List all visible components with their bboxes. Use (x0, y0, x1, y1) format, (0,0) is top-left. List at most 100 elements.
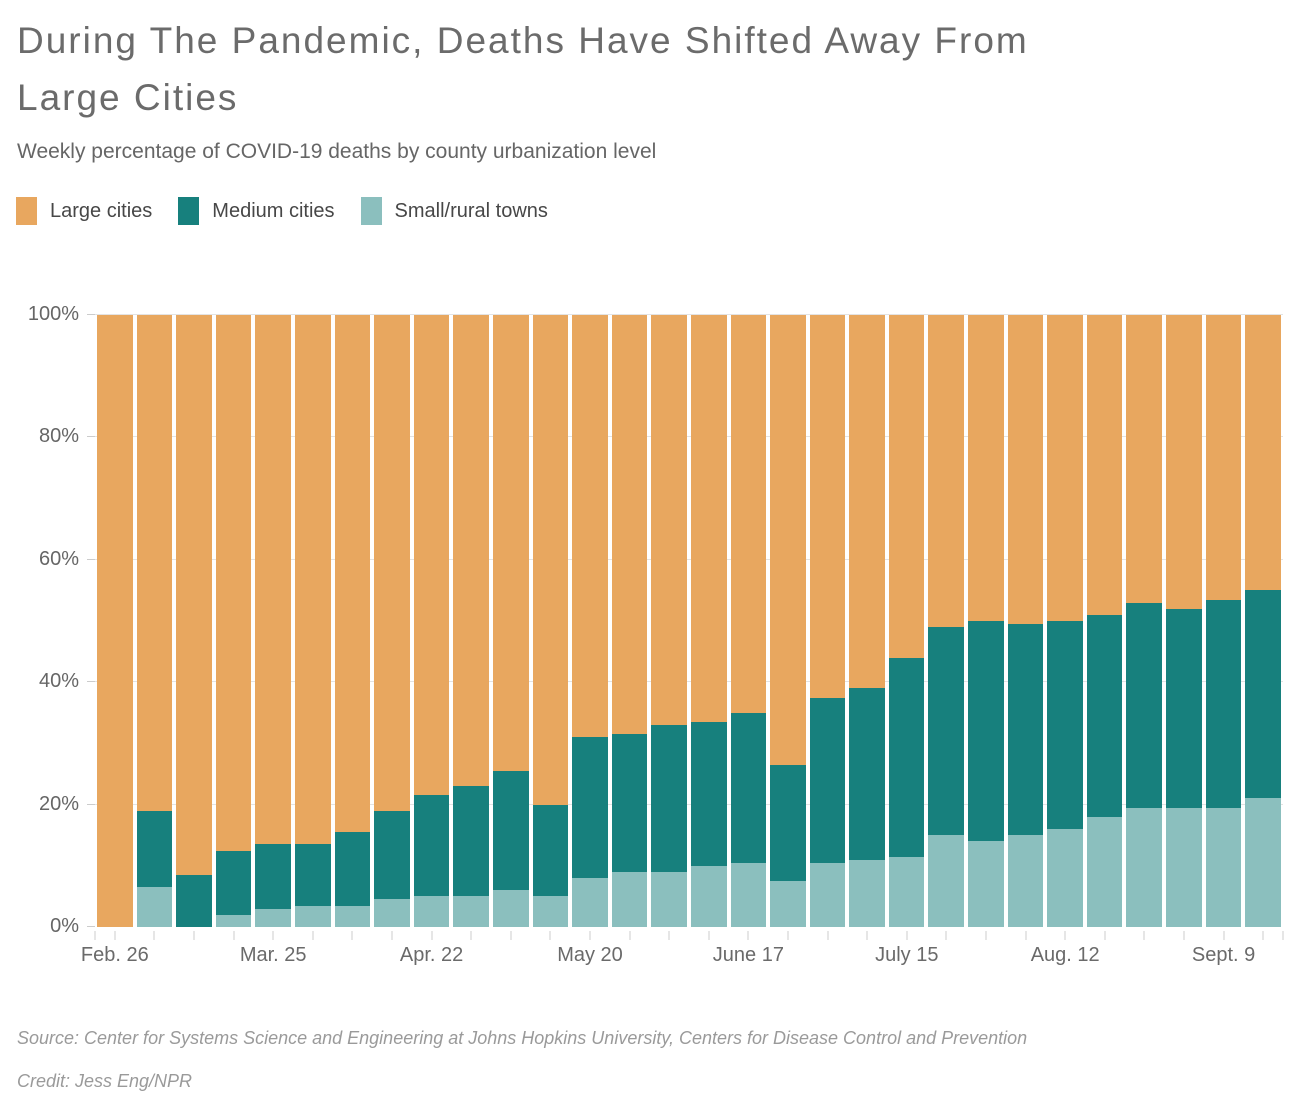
bar-segment-medium-cities (413, 795, 450, 897)
bar-segment-medium-cities (770, 764, 806, 882)
credit-note: Credit: Jess Eng/NPR (17, 1071, 193, 1091)
bar-segment-medium-cities (532, 804, 569, 897)
bar-segment-large-cities (97, 315, 133, 927)
y-axis-tick (87, 436, 95, 438)
bar-segment-large-cities (1205, 315, 1242, 600)
y-axis-label: 40% (38, 670, 79, 693)
bar-segment-large-cities (1047, 315, 1083, 622)
chart-title: During The Pandemic, Deaths Have Shifted… (17, 12, 1029, 126)
y-axis-tick (87, 803, 95, 805)
bar-segment-large-cities (334, 315, 371, 833)
bar-segment-small-rural-towns (730, 862, 767, 927)
bar-segment-large-cities (888, 315, 925, 658)
x-axis-tick (668, 931, 670, 940)
legend-label-large-cities: Large cities (50, 199, 153, 222)
bar-segment-large-cities (1245, 315, 1281, 591)
bar-segment-medium-cities (968, 621, 1004, 842)
bar-column-Apr. 8 (333, 315, 373, 927)
gridline-20 (95, 803, 1283, 805)
y-axis-tick (87, 926, 95, 927)
x-axis-tick (470, 931, 472, 940)
bar-segment-small-rural-towns (611, 871, 648, 927)
bar-segment-large-cities (968, 315, 1004, 622)
bar-segment-medium-cities (176, 874, 212, 927)
bar-segment-small-rural-towns (215, 914, 252, 927)
bar-segment-medium-cities (1166, 608, 1202, 808)
bar-column-June 3 (649, 315, 689, 927)
bar-segment-small-rural-towns (572, 878, 608, 927)
bar-segment-large-cities (730, 315, 767, 713)
x-axis-label-Apr. 22: Apr. 22 (399, 944, 464, 966)
bar-segment-medium-cities (651, 725, 687, 872)
gridline-100 (95, 314, 1283, 315)
bar-segment-medium-cities (136, 810, 173, 888)
bar-column-Sept. 2 (1164, 315, 1204, 927)
bar-segment-medium-cities (453, 786, 489, 897)
bar-segment-small-rural-towns (492, 890, 529, 927)
legend-item-large-cities: Large cities (16, 197, 152, 225)
x-axis-tick (787, 931, 789, 940)
bar-segment-small-rural-towns (453, 896, 489, 927)
bar-column-Aug. 5 (1006, 315, 1046, 927)
bar-column-Apr. 15 (372, 315, 412, 927)
legend-label-small-rural-towns: Small/rural towns (394, 199, 548, 222)
gridline-60 (95, 558, 1283, 560)
bar-segment-small-rural-towns (136, 887, 173, 927)
legend-item-medium-cities: Medium cities (178, 197, 335, 225)
bar-column-Apr. 22 (412, 315, 452, 927)
bar-segment-small-rural-towns (968, 841, 1004, 927)
bar-segment-small-rural-towns (1007, 835, 1044, 927)
x-axis-tick (589, 931, 591, 940)
x-axis-tick (233, 931, 235, 940)
x-axis-tick (1262, 931, 1264, 940)
bar-segment-small-rural-towns (255, 908, 291, 927)
bar-segment-small-rural-towns (1205, 807, 1242, 927)
bar-column-Feb. 26 (95, 315, 135, 927)
bar-segment-large-cities (294, 315, 331, 845)
x-axis-tick (945, 931, 947, 940)
x-axis-tick (1143, 931, 1145, 940)
bar-segment-small-rural-towns (809, 862, 846, 927)
x-axis-label-Mar. 25: Mar. 25 (239, 944, 307, 966)
bar-segment-medium-cities (1245, 590, 1281, 799)
x-axis-tick (114, 931, 116, 940)
bar-segment-large-cities (1007, 315, 1044, 625)
y-axis-label: 100% (27, 303, 79, 326)
bar-column-Sept. 16 (1243, 315, 1283, 927)
bar-segment-large-cities (492, 315, 529, 771)
x-axis-tick (827, 931, 829, 940)
bar-column-May 27 (610, 315, 650, 927)
legend-label-medium-cities: Medium cities (212, 199, 335, 222)
bar-segment-small-rural-towns (849, 859, 885, 927)
gridline-80 (95, 436, 1283, 438)
bar-segment-large-cities (1166, 315, 1202, 609)
bar-segment-medium-cities (1205, 599, 1242, 808)
bar-segment-medium-cities (888, 657, 925, 857)
bar-segment-medium-cities (849, 688, 885, 860)
x-axis-tick (1064, 931, 1066, 940)
bar-segment-large-cities (453, 315, 489, 787)
bar-segment-small-rural-towns (532, 896, 569, 927)
x-axis-tick (193, 931, 195, 940)
chart-title-line1: During The Pandemic, Deaths Have Shifted… (17, 20, 1029, 61)
bar-segment-medium-cities (611, 734, 648, 872)
x-axis-tick (153, 931, 155, 940)
x-axis-tick (629, 931, 631, 940)
bar-column-Apr. 1 (293, 315, 333, 927)
bar-segment-large-cities (532, 315, 569, 805)
x-axis-label-June 17: June 17 (712, 944, 784, 966)
bar-segment-medium-cities (215, 850, 252, 915)
bar-segment-large-cities (809, 315, 846, 698)
y-axis-tick (87, 314, 95, 315)
bar-column-Apr. 29 (451, 315, 491, 927)
bar-segment-medium-cities (572, 737, 608, 879)
bar-segment-medium-cities (730, 712, 767, 863)
x-axis-tick (549, 931, 551, 940)
bar-segment-medium-cities (1007, 624, 1044, 836)
x-axis-tick (906, 931, 908, 940)
bar-column-May 20 (570, 315, 610, 927)
bar-column-July 1 (808, 315, 848, 927)
bar-column-May 6 (491, 315, 531, 927)
bars-container (95, 315, 1283, 927)
bar-segment-medium-cities (809, 697, 846, 863)
